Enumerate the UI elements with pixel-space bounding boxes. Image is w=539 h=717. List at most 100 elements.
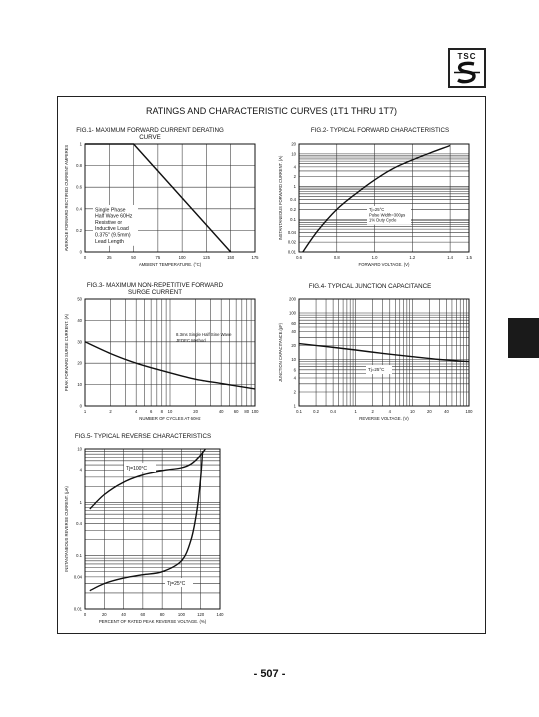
- fig5-title: FIG.5- TYPICAL REVERSE CHARACTERISTICS: [74, 433, 212, 440]
- fig3-y-tick-label: 20: [77, 361, 82, 366]
- fig2-series-line-1: [302, 144, 451, 253]
- fig2-y-tick-label: 0.04: [288, 230, 297, 235]
- fig1-y-tick-label: 0.4: [76, 206, 82, 211]
- fig3-y-tick-label: 0: [80, 404, 83, 409]
- fig3-xlabel: NUMBER OF CYCLES AT 60Hz: [139, 416, 200, 421]
- fig4-title: FIG.4- TYPICAL JUNCTION CAPACITANCE: [308, 283, 432, 290]
- fig4-x-tick-label: 40: [444, 409, 449, 414]
- fig3-x-tick-label: 2: [109, 409, 112, 414]
- fig5-y-tick-label: 1: [80, 500, 83, 505]
- fig4-annotation-line: Tj=25°C: [368, 367, 385, 372]
- fig5-x-tick-label: 60: [141, 612, 146, 617]
- fig2-ylabel: INSTANTANEOUS FORWARD CURRENT. (A): [278, 155, 283, 240]
- fig1-y-tick-label: 0.2: [76, 228, 82, 233]
- fig2-x-tick-label: 0.8: [334, 255, 340, 260]
- fig3-y-tick-label: 30: [77, 339, 82, 344]
- fig1-annotation-line: Single Phase: [95, 207, 126, 213]
- fig3-x-tick-label: 4: [135, 409, 138, 414]
- logo-mark-icon: [454, 61, 480, 84]
- fig2-annotation-bg: [367, 206, 411, 225]
- fig4-y-tick-label: 10: [291, 357, 296, 362]
- fig4-x-tick-label: 4: [389, 409, 392, 414]
- fig2-annotation-line: Tj=25°C: [369, 207, 384, 212]
- fig5-series-label-2: Tj=25°C: [167, 581, 186, 587]
- logo-text: TSC: [457, 52, 477, 61]
- fig4-x-tick-label: 0.4: [330, 409, 336, 414]
- fig4-x-tick-label: 0.2: [313, 409, 319, 414]
- fig1-x-tick-label: 50: [131, 255, 136, 260]
- fig1-y-tick-label: 1: [80, 142, 83, 147]
- page-number: - 507 -: [253, 668, 286, 680]
- fig4-xlabel: REVERSE VOLTAGE. (V): [359, 416, 409, 421]
- fig2-x-tick-label: 1.5: [466, 255, 472, 260]
- fig4-series-line-1: [298, 342, 470, 363]
- fig1-annotation-line: Inductive Load: [95, 226, 129, 232]
- fig1-x-tick-label: 150: [227, 255, 235, 260]
- fig4-y-tick-label: 40: [291, 329, 296, 334]
- fig2-annotation-line: 1% Duty Cycle: [369, 218, 397, 223]
- fig2-y-tick-label: 0.1: [290, 217, 296, 222]
- fig5-x-tick-label: 0: [84, 612, 87, 617]
- fig5-series-line-2: [89, 451, 204, 592]
- fig1-ylabel: AVERAGE FORWARD RECTIFIED CURRENT AMPERE…: [64, 145, 69, 252]
- fig5-x-tick-label: 20: [102, 612, 107, 617]
- page-title: RATINGS AND CHARACTERISTIC CURVES (1T1 T…: [145, 106, 398, 116]
- fig1-annotation-line: 0.375" (9.5mm): [95, 233, 131, 239]
- fig5-y-tick-label: 0.4: [76, 521, 82, 526]
- fig1-x-tick-label: 75: [156, 255, 161, 260]
- fig2-y-tick-label: 4: [294, 164, 297, 169]
- fig5-ylabel: INSTANTANEOUS REVERSE CURRENT. (μA): [64, 486, 69, 572]
- fig4-ylabel: JUNCTION CAPACITANCE.(pF): [278, 322, 283, 382]
- fig2-x-tick-label: 0.6: [296, 255, 302, 260]
- figure-frame: [57, 96, 486, 634]
- fig3-ylabel: PEAK FORWARD SURGE CURRENT. (A): [64, 313, 69, 391]
- fig4-x-tick-label: 0.1: [296, 409, 302, 414]
- fig1-annotation-line: Lead Length: [95, 239, 124, 245]
- fig2-y-tick-label: 0.2: [290, 207, 296, 212]
- fig5-series-label-1: Tj=100°C: [126, 466, 147, 472]
- fig3-title-line1: FIG.3- MAXIMUM NON-REPETITIVE FORWARD: [86, 282, 224, 289]
- fig1-plot-frame: [84, 143, 256, 253]
- fig2-x-tick-label: 1.0: [372, 255, 378, 260]
- fig1-y-tick-label: 0: [80, 250, 83, 255]
- fig4-annotation-bg: [366, 365, 392, 374]
- fig1-title-line1: FIG.1- MAXIMUM FORWARD CURRENT DERATING: [76, 127, 224, 134]
- fig5-label-bg: [124, 463, 156, 472]
- fig4-x-tick-label: 2: [372, 409, 375, 414]
- fig1-x-tick-label: 100: [179, 255, 187, 260]
- fig2-y-tick-label: 2: [294, 174, 297, 179]
- fig2-plot-frame: [298, 143, 470, 253]
- fig5-y-tick-label: 4: [80, 468, 83, 473]
- fig5-y-tick-label: 0.04: [74, 574, 83, 579]
- fig5-y-tick-label: 0.1: [76, 553, 82, 558]
- fig3-x-tick-label: 80: [244, 409, 249, 414]
- fig5-x-tick-label: 40: [121, 612, 126, 617]
- fig4-x-tick-label: 1: [354, 409, 357, 414]
- fig4-x-tick-label: 100: [466, 409, 474, 414]
- fig2-xlabel: FORWARD VOLTAGE. (V): [359, 262, 410, 267]
- fig4-y-tick-label: 4: [294, 376, 297, 381]
- fig3-y-tick-label: 50: [77, 297, 82, 302]
- fig4-x-tick-label: 20: [427, 409, 432, 414]
- fig5-series-line-1: [89, 448, 207, 510]
- fig3-x-tick-label: 60: [234, 409, 239, 414]
- fig3-title: FIG.3- MAXIMUM NON-REPETITIVE FORWARD SU…: [70, 282, 240, 296]
- fig4-y-tick-label: 1: [294, 404, 297, 409]
- fig1-title: FIG.1- MAXIMUM FORWARD CURRENT DERATING …: [70, 127, 230, 141]
- fig2-y-tick-label: 0.02: [288, 240, 297, 245]
- fig5-y-tick-label: 10: [77, 447, 82, 452]
- fig3-x-tick-label: 100: [252, 409, 260, 414]
- fig3-x-tick-label: 10: [168, 409, 173, 414]
- fig3-x-tick-label: 6: [150, 409, 153, 414]
- fig3-title-line2: SURGE CURRENT: [128, 289, 182, 296]
- section-tab-marker: [508, 318, 539, 358]
- fig2-y-tick-label: 1: [294, 184, 297, 189]
- fig3-annotation-line: 8.3ms Single Half Sine Wave: [176, 332, 232, 337]
- fig4-x-tick-label: 10: [410, 409, 415, 414]
- fig3-y-tick-label: 10: [77, 382, 82, 387]
- fig1-annotation-line: Resistive or: [95, 220, 122, 226]
- fig5-x-tick-label: 80: [160, 612, 165, 617]
- fig2-y-tick-label: 0.4: [290, 197, 296, 202]
- fig2-title: FIG.2- TYPICAL FORWARD CHARACTERISTICS: [310, 127, 450, 134]
